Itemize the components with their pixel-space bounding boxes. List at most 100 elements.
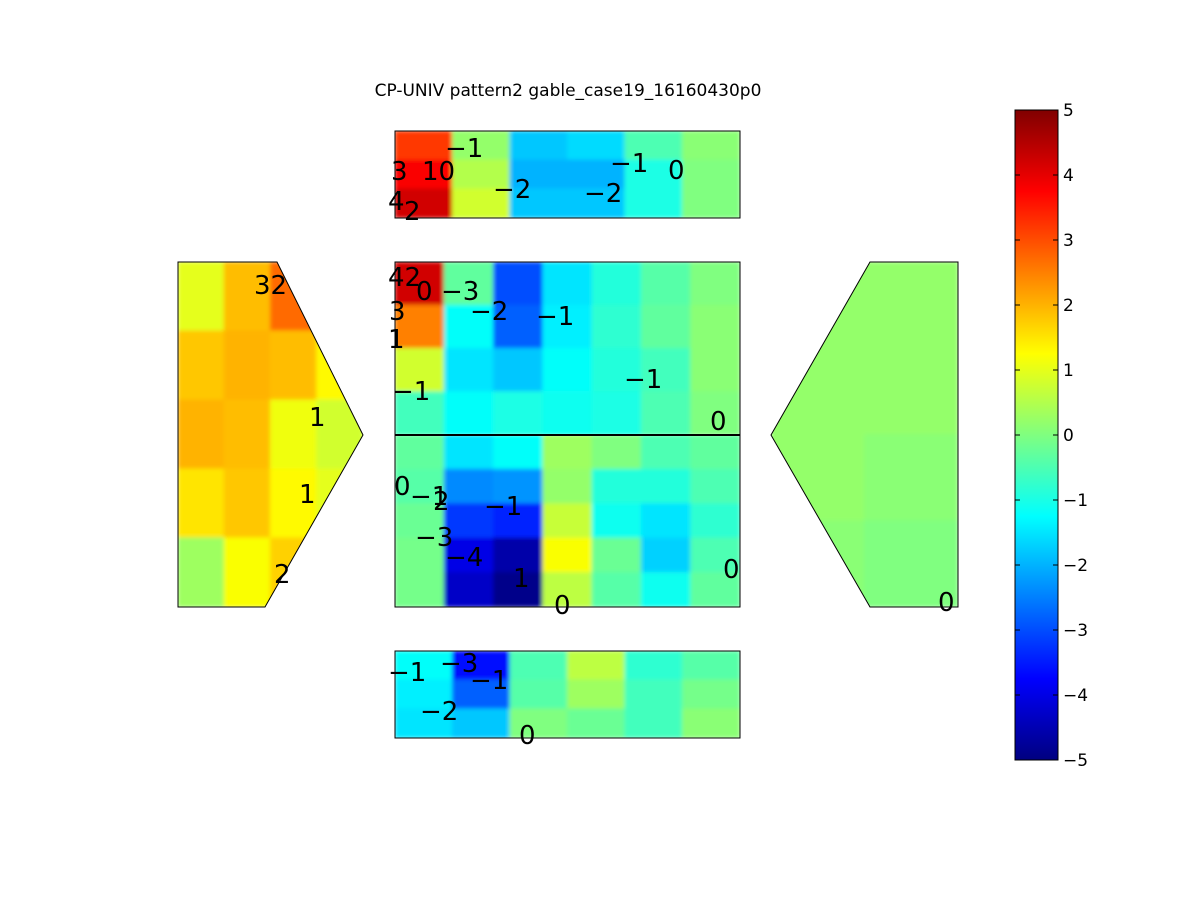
field-cell xyxy=(443,537,495,574)
field-cell xyxy=(509,159,568,190)
field-cell xyxy=(223,330,272,401)
field-cell xyxy=(493,304,544,350)
field-cell xyxy=(452,679,511,710)
field-cell xyxy=(316,537,363,607)
field-cell xyxy=(682,131,740,161)
field-cell xyxy=(395,503,445,539)
field-cell xyxy=(591,348,642,393)
panel-roof-lower xyxy=(394,434,741,608)
contour-label: −4 xyxy=(445,543,483,573)
field-cell xyxy=(270,330,318,401)
field-cell xyxy=(223,468,272,539)
panel-roof-lower-cells xyxy=(395,435,740,607)
field-cell xyxy=(864,347,958,436)
field-cell xyxy=(509,708,568,738)
field-cell xyxy=(640,304,692,350)
field-cell xyxy=(591,468,642,505)
panel-gable-right xyxy=(770,261,959,608)
field-cell xyxy=(493,503,544,539)
colorbar-tick-label: −4 xyxy=(1063,686,1088,706)
field-cell xyxy=(624,708,683,738)
field-cell xyxy=(493,537,544,574)
colorbar-gradient xyxy=(1015,110,1058,760)
contour-label: −1 xyxy=(484,492,522,522)
colorbar-tick-label: 1 xyxy=(1063,361,1074,381)
field-cell xyxy=(452,651,511,681)
field-cell xyxy=(690,468,740,505)
field-cell xyxy=(542,572,593,607)
field-cell xyxy=(591,572,642,607)
contour-label: 1 xyxy=(309,403,326,433)
field-cell xyxy=(443,348,495,393)
panel-gable-left xyxy=(177,261,364,608)
field-cell xyxy=(395,708,453,738)
field-cell xyxy=(452,131,511,161)
contour-labels: −1 3 10 −2 −2 −1 0 4 2 42 0 −3 3 −2 −1 1… xyxy=(254,134,955,751)
contour-label: 32 xyxy=(254,271,287,301)
field-cell xyxy=(452,159,511,190)
field-cell xyxy=(640,537,692,574)
field-cell xyxy=(690,348,740,393)
contour-label: −1 xyxy=(392,377,430,407)
panel-gable-right-field xyxy=(771,262,958,607)
field-cell xyxy=(690,304,740,350)
field-cell xyxy=(316,468,363,539)
field-cell xyxy=(443,304,495,350)
field-cell xyxy=(178,399,225,470)
field-cell xyxy=(452,708,511,738)
field-cell xyxy=(591,391,642,435)
field-cell xyxy=(542,348,593,393)
contour-label: −1 xyxy=(610,149,648,179)
field-cell xyxy=(771,262,865,349)
colorbar-tick-label: −2 xyxy=(1063,556,1088,576)
field-cell xyxy=(443,262,495,306)
contour-label: −3 xyxy=(440,649,478,679)
field-cell xyxy=(771,434,865,522)
contour-label: −2 xyxy=(420,697,458,727)
contour-label: 0 xyxy=(710,407,727,437)
field-cell xyxy=(395,131,453,161)
field-cell xyxy=(178,537,225,607)
field-cell xyxy=(493,391,544,435)
panel-gable-left-field xyxy=(178,262,363,607)
field-cell xyxy=(690,262,740,306)
field-cell xyxy=(509,651,568,681)
field-cell xyxy=(682,679,740,710)
field-cell xyxy=(771,347,865,436)
contour-label: 10 xyxy=(422,157,455,187)
field-cell xyxy=(640,262,692,306)
field-cell xyxy=(690,391,740,435)
panel-gable-right-cells xyxy=(771,262,958,607)
panel-top-cells xyxy=(395,131,740,218)
field-cell xyxy=(640,503,692,539)
panel-roof-upper-field xyxy=(395,262,740,435)
field-cell xyxy=(682,188,740,218)
field-cell xyxy=(591,503,642,539)
contour-label: 0 xyxy=(668,156,685,186)
contour-label: 2 xyxy=(433,487,450,517)
contour-label: 3 xyxy=(391,157,408,187)
chart-title: CP-UNIV pattern2 gable_case19_16160430p0 xyxy=(375,81,762,101)
colorbar-tick-label: 2 xyxy=(1063,296,1074,316)
field-cell xyxy=(395,391,445,435)
contour-label: 0 xyxy=(723,555,740,585)
contour-label: 4 xyxy=(388,187,405,217)
contour-label: 1 xyxy=(299,480,316,510)
contour-label: −3 xyxy=(415,523,453,553)
field-cell xyxy=(682,159,740,190)
field-cell xyxy=(443,468,495,505)
field-cell xyxy=(493,572,544,607)
panel-bottom-field xyxy=(395,651,740,738)
field-cell xyxy=(640,391,692,435)
field-cell xyxy=(542,537,593,574)
colorbar-tick-label: 4 xyxy=(1063,166,1074,186)
field-cell xyxy=(395,262,445,306)
field-cell xyxy=(509,679,568,710)
field-cell xyxy=(395,188,453,218)
colorbar: 5 4 3 2 1 0 −1 −2 −3 −4 −5 xyxy=(1014,101,1088,771)
field-cell xyxy=(395,435,445,470)
contour-label: 0 xyxy=(519,721,536,751)
field-cell xyxy=(864,434,958,522)
field-cell xyxy=(591,262,642,306)
field-cell xyxy=(640,468,692,505)
